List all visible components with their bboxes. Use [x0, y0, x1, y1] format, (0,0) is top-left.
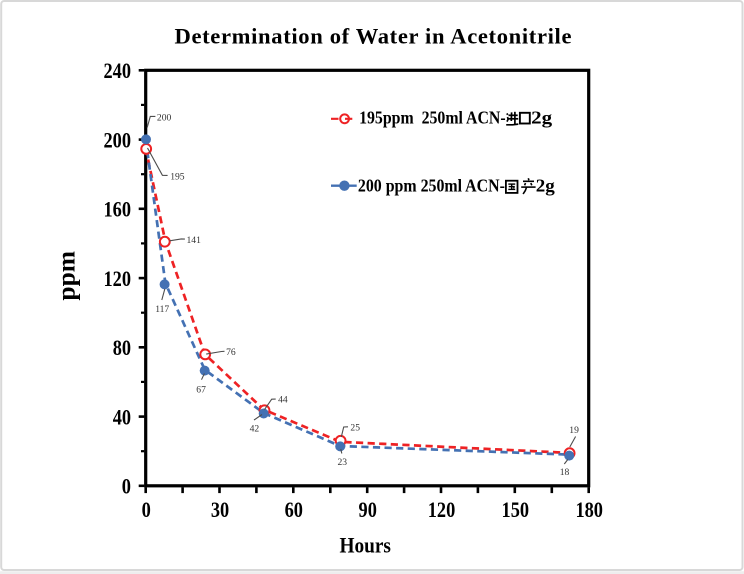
svg-text:195ppm 250ml ACN-: 195ppm 250ml ACN- — [359, 108, 506, 128]
svg-text:195: 195 — [170, 172, 185, 183]
svg-text:120: 120 — [104, 266, 132, 291]
svg-text:60: 60 — [285, 497, 303, 522]
svg-text:19: 19 — [569, 425, 579, 436]
svg-text:Determination of Water in Acet: Determination of Water in Acetonitrile — [175, 23, 572, 48]
svg-text:150: 150 — [502, 497, 530, 522]
svg-text:160: 160 — [104, 197, 132, 222]
svg-text:18: 18 — [560, 467, 570, 478]
svg-text:0: 0 — [122, 474, 131, 499]
svg-text:240: 240 — [104, 58, 132, 83]
svg-text:23: 23 — [338, 457, 348, 468]
svg-text:0: 0 — [142, 497, 151, 522]
svg-text:25: 25 — [350, 422, 360, 433]
svg-text:180: 180 — [575, 497, 603, 522]
svg-text:80: 80 — [113, 335, 131, 360]
svg-text:120: 120 — [428, 497, 456, 522]
svg-text:200: 200 — [157, 112, 172, 123]
svg-text:2g: 2g — [536, 175, 555, 195]
svg-text:44: 44 — [278, 395, 288, 406]
svg-text:2g: 2g — [531, 108, 552, 128]
svg-text:76: 76 — [226, 347, 236, 358]
svg-text:200 ppm 250ml ACN-: 200 ppm 250ml ACN- — [358, 175, 505, 195]
svg-text:Hours: Hours — [339, 533, 391, 558]
svg-text:42: 42 — [250, 423, 260, 434]
svg-text:67: 67 — [196, 384, 206, 395]
svg-text:90: 90 — [359, 497, 377, 522]
svg-text:30: 30 — [211, 497, 229, 522]
svg-text:117: 117 — [155, 304, 169, 315]
svg-text:200: 200 — [104, 128, 132, 153]
svg-text:141: 141 — [187, 235, 202, 246]
svg-text:40: 40 — [113, 405, 131, 430]
svg-text:ppm: ppm — [52, 251, 81, 301]
